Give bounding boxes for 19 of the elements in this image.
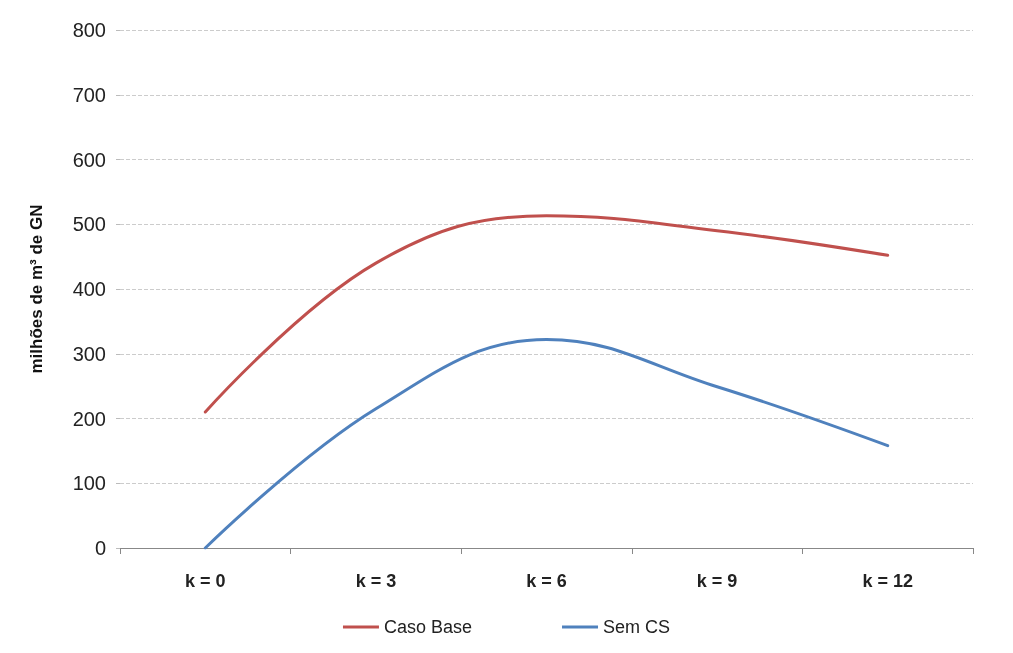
x-tick-label: k = 0 xyxy=(185,571,226,591)
x-tick-label: k = 6 xyxy=(526,571,567,591)
x-tick-label: k = 3 xyxy=(355,571,397,591)
y-tick-label: 800 xyxy=(72,19,106,41)
line-series xyxy=(203,214,890,414)
y-tick-label: 300 xyxy=(72,342,106,365)
y-tick-label: 100 xyxy=(72,472,106,495)
legend-label: Sem CS xyxy=(603,617,671,637)
y-tick-label: 600 xyxy=(72,148,106,171)
line-series xyxy=(203,338,890,550)
x-tick-label: k = 12 xyxy=(862,571,913,591)
y-tick-label: 0 xyxy=(94,537,106,559)
y-tick-label: 400 xyxy=(72,278,106,300)
y-tick-label: 500 xyxy=(72,213,106,236)
x-tick-label: k = 9 xyxy=(696,571,738,591)
legend-label: Caso Base xyxy=(383,617,473,637)
y-tick-label: 200 xyxy=(72,407,106,430)
y-tick-label: 700 xyxy=(72,83,106,106)
y-axis-title: milhões de m³ de GN xyxy=(27,204,46,374)
